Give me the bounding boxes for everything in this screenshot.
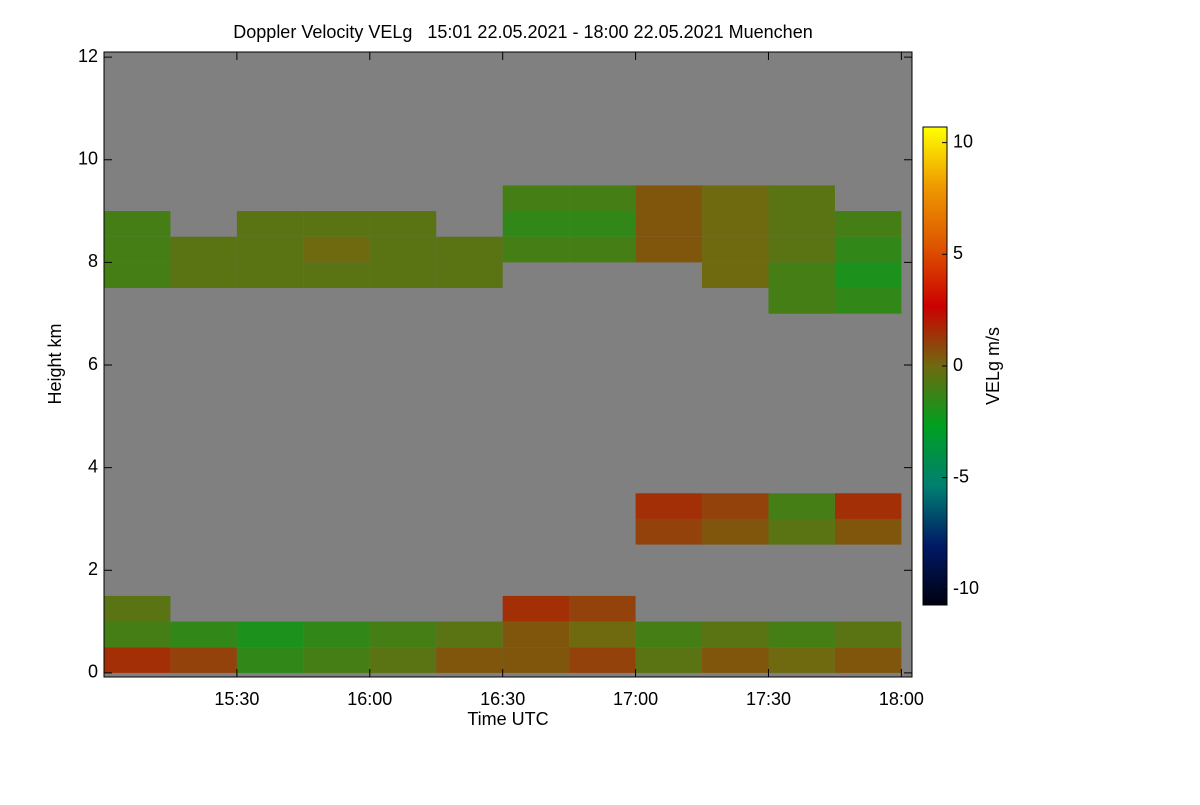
chart-title: Doppler Velocity VELg 15:01 22.05.2021 -…	[233, 22, 812, 42]
heatmap-cell	[768, 211, 835, 237]
heatmap-cell	[369, 621, 437, 648]
heatmap-cell	[834, 236, 902, 263]
heatmap-cell	[768, 647, 835, 673]
heatmap-cell	[635, 647, 703, 673]
heatmap-cell	[369, 236, 437, 263]
heatmap-cell	[170, 647, 237, 673]
heatmap-cell	[303, 262, 370, 289]
colorbar-label: VELg m/s	[983, 327, 1003, 405]
heatmap-cell	[702, 518, 769, 545]
heatmap-cell	[834, 288, 902, 314]
colorbar-tick-label: 0	[953, 355, 963, 375]
x-tick-label: 18:00	[879, 689, 924, 709]
x-tick-label: 15:30	[214, 689, 259, 709]
heatmap-cell	[768, 621, 835, 648]
heatmap-cell	[502, 211, 570, 237]
heatmap-cell	[702, 236, 769, 263]
heatmap-cell	[635, 185, 703, 212]
plot-background	[104, 52, 912, 677]
x-tick-label: 16:30	[480, 689, 525, 709]
heatmap-cell	[303, 621, 370, 648]
heatmap-cell	[635, 518, 703, 545]
heatmap-cell	[104, 211, 171, 237]
heatmap-cell	[236, 236, 304, 263]
heatmap-cell	[834, 493, 902, 519]
heatmap-cell	[502, 621, 570, 648]
heatmap-cell	[303, 236, 370, 263]
heatmap-cell	[768, 493, 835, 519]
y-tick-label: 0	[88, 662, 98, 682]
heatmap-cell	[635, 621, 703, 648]
heatmap-cell	[768, 236, 835, 263]
heatmap-cell	[635, 211, 703, 237]
heatmap-cell	[702, 621, 769, 648]
heatmap-cell	[702, 185, 769, 212]
heatmap-cell	[502, 647, 570, 673]
y-tick-label: 12	[78, 46, 98, 66]
x-axis-label: Time UTC	[467, 709, 548, 729]
heatmap-cell	[170, 236, 237, 263]
y-tick-label: 2	[88, 559, 98, 579]
y-tick-label: 6	[88, 354, 98, 374]
heatmap-cell	[569, 185, 636, 212]
heatmap-cell	[236, 621, 304, 648]
heatmap-cell	[170, 621, 237, 648]
heatmap-cell	[702, 647, 769, 673]
heatmap-cell	[768, 518, 835, 545]
heatmap-cell	[834, 647, 902, 673]
heatmap-cell	[303, 211, 370, 237]
heatmap-cell	[702, 211, 769, 237]
heatmap-cell	[702, 493, 769, 519]
heatmap-cell	[569, 647, 636, 673]
heatmap-cell	[436, 236, 503, 263]
heatmap-cell	[768, 185, 835, 212]
heatmap-cell	[834, 211, 902, 237]
heatmap-cell	[502, 236, 570, 263]
y-tick-label: 4	[88, 456, 98, 476]
heatmap-cell	[104, 236, 171, 263]
heatmap-cell	[569, 236, 636, 263]
heatmap-cell	[236, 647, 304, 673]
heatmap-cell	[768, 288, 835, 314]
heatmap-cell	[768, 262, 835, 289]
heatmap-cell	[236, 262, 304, 289]
heatmap-cell	[436, 647, 503, 673]
heatmap-cell	[303, 647, 370, 673]
colorbar-tick-label: -5	[953, 466, 969, 486]
colorbar-tick-label: -10	[953, 578, 979, 598]
heatmap-cell	[502, 185, 570, 212]
y-tick-label: 10	[78, 149, 98, 169]
x-tick-label: 17:30	[746, 689, 791, 709]
heatmap-cell	[369, 211, 437, 237]
plot-frame	[103, 51, 913, 678]
x-tick-label: 17:00	[613, 689, 658, 709]
colorbar-tick-label: 10	[953, 131, 973, 151]
heatmap-cell	[104, 595, 171, 622]
y-axis-label: Height km	[45, 323, 65, 404]
heatmap-cell	[104, 647, 171, 673]
heatmap-cell	[635, 493, 703, 519]
heatmap-cell	[170, 262, 237, 289]
heatmap-cell	[834, 621, 902, 648]
heatmap-cell	[502, 595, 570, 622]
heatmap-cell	[436, 262, 503, 289]
x-tick-label: 16:00	[347, 689, 392, 709]
heatmap-cell	[834, 262, 902, 289]
heatmap-cell	[569, 621, 636, 648]
heatmap-cell	[369, 262, 437, 289]
heatmap-cell	[569, 595, 636, 622]
heatmap-cell	[436, 621, 503, 648]
heatmap-cell	[104, 262, 171, 289]
heatmap-cell	[236, 211, 304, 237]
y-tick-label: 8	[88, 251, 98, 271]
heatmap-cell	[834, 518, 902, 545]
colorbar-tick-label: 5	[953, 243, 963, 263]
heatmap-cell	[369, 647, 437, 673]
heatmap-cell	[104, 621, 171, 648]
heatmap-cell	[635, 236, 703, 263]
heatmap-cell	[702, 262, 769, 289]
heatmap-cell	[569, 211, 636, 237]
